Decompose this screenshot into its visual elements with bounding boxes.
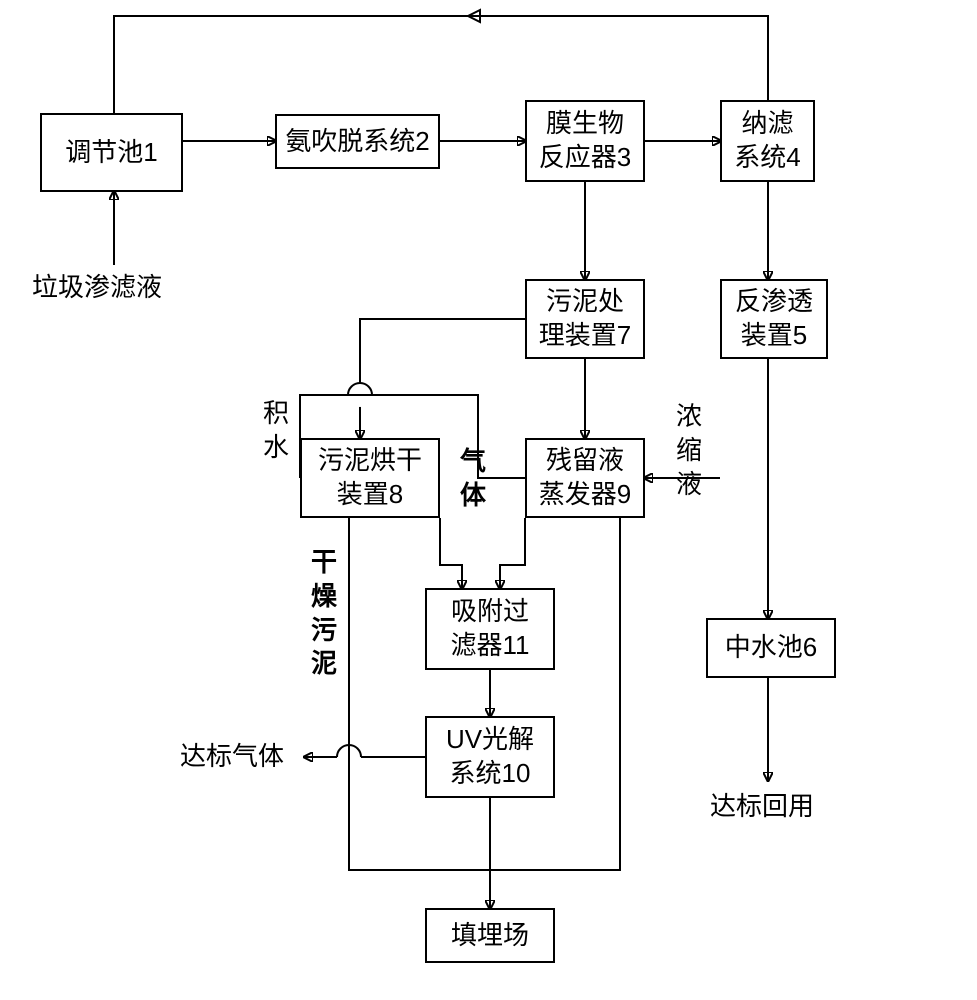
node-reverse-osmosis: 反渗透装置5 xyxy=(720,279,828,359)
node-uv-photolysis: UV光解系统10 xyxy=(425,716,555,798)
node-sludge-dryer: 污泥烘干装置8 xyxy=(300,438,440,518)
node-residual-evaporator: 残留液蒸发器9 xyxy=(525,438,645,518)
label-landfill-leachate: 垃圾渗滤液 xyxy=(32,271,162,305)
label-accumulated-water: 积水 xyxy=(263,397,289,465)
node-mid-water-pool: 中水池6 xyxy=(706,618,836,678)
node-adsorption-filter: 吸附过滤器11 xyxy=(425,588,555,670)
label-gas: 气体 xyxy=(460,445,486,513)
label-qualified-reuse: 达标回用 xyxy=(710,790,814,824)
node-adjust-tank: 调节池1 xyxy=(40,113,183,192)
node-landfill: 填埋场 xyxy=(425,908,555,963)
node-ammonia-stripping: 氨吹脱系统2 xyxy=(275,114,440,169)
node-sludge-treatment: 污泥处理装置7 xyxy=(525,279,645,359)
label-qualified-gas: 达标气体 xyxy=(180,740,284,774)
label-concentrate: 浓缩液 xyxy=(676,400,702,501)
node-nanofilter: 纳滤系统4 xyxy=(720,100,815,182)
node-mbr: 膜生物反应器3 xyxy=(525,100,645,182)
label-dry-sludge: 干燥污泥 xyxy=(311,546,337,681)
